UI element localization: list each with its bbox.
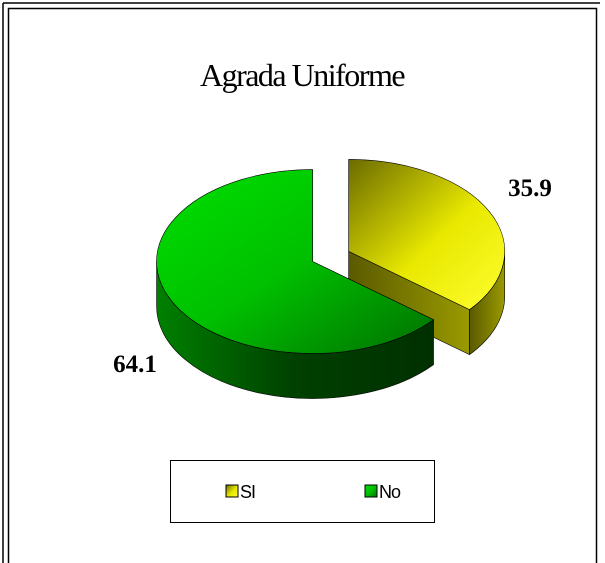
data-label: 35.9 [508,175,552,202]
pie [156,159,506,399]
legend-swatch [225,484,239,498]
pie-slice [348,159,505,310]
data-label: 64.1 [113,351,157,378]
pie-slice [156,169,434,354]
legend-swatch [364,484,378,498]
frame [7,7,598,563]
chart-title: Agrada Uniforme [200,57,405,93]
legend-label: SI [240,482,255,502]
legend-box [170,460,435,523]
legend-label: No [379,482,401,502]
